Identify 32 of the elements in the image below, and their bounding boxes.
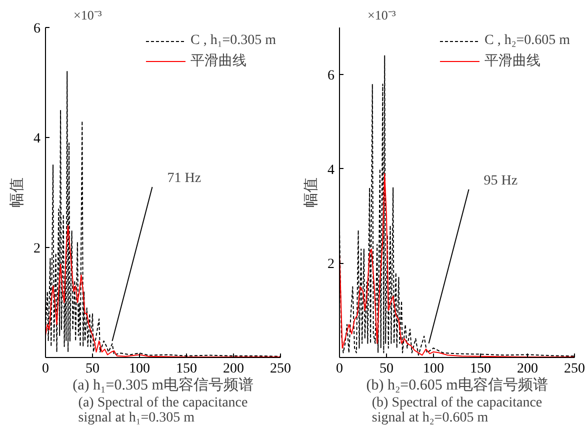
legend-label: 平滑曲线 [190, 52, 246, 70]
text: ×10⁻³ [368, 8, 396, 22]
x-tick-label: 150 [470, 362, 491, 376]
x-tick-label: 250 [564, 362, 585, 376]
y-tick-label: 6 [34, 22, 40, 36]
text: ×10⁻³ [74, 8, 102, 22]
text: (b) Spectral of the capacitance signal at h₂=0.605 m [372, 396, 542, 425]
x-tick-label: 200 [223, 362, 244, 376]
annotation: 71 Hz [167, 171, 202, 186]
y-axis-title: 幅值 [8, 178, 26, 208]
y-tick-label: 6 [328, 68, 334, 84]
text: (a) h₁=0.305 m电容信号频谱 [72, 376, 254, 394]
legend-label: C , h₂=0.605 m [484, 33, 570, 49]
x-tick-label: 0 [336, 362, 343, 376]
legend-label: C , h₁=0.305 m [190, 33, 276, 49]
y-axis-title: 幅值 [302, 178, 320, 208]
y-tick-label: 2 [328, 257, 334, 272]
text: (b) h₂=0.605 m电容信号频谱 [366, 376, 548, 394]
text: (a) Spectral of the capacitance signal at h₁=0.305 m [78, 396, 248, 425]
x-tick-label: 100 [423, 362, 444, 376]
x-tick-label: 100 [129, 362, 150, 376]
x-tick-label: 200 [517, 362, 538, 376]
y-tick-label: 4 [328, 162, 334, 178]
x-tick-label: 50 [86, 362, 100, 376]
x-tick-label: 150 [176, 362, 197, 376]
y-tick-label: 4 [34, 132, 40, 146]
y-tick-label: 2 [34, 242, 40, 256]
annotation: 95 Hz [484, 173, 518, 188]
x-tick-label: 250 [270, 362, 291, 376]
x-tick-label: 0 [42, 362, 49, 376]
legend-label: 平滑曲线 [484, 52, 540, 70]
x-tick-label: 50 [380, 362, 394, 376]
